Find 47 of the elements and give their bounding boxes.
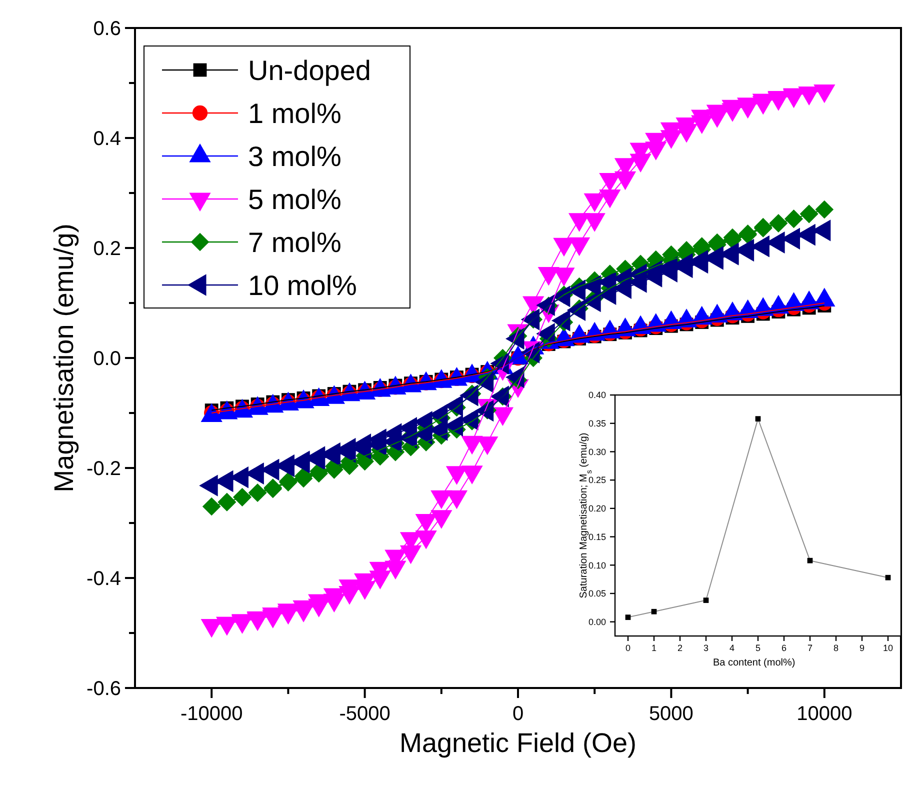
y-tick-label: 0.4 bbox=[93, 128, 121, 150]
x-tick-label: 5 bbox=[755, 642, 761, 653]
y-tick-label: 0.20 bbox=[588, 504, 606, 514]
x-tick-label: 6 bbox=[781, 642, 787, 653]
legend-label: 10 mol% bbox=[248, 270, 357, 302]
point bbox=[885, 574, 891, 580]
y-tick-label: -0.2 bbox=[86, 458, 121, 480]
y-tick-label: 0.6 bbox=[93, 18, 121, 40]
x-tick-label: 5000 bbox=[648, 703, 694, 725]
x-tick-label: 1 bbox=[651, 642, 657, 653]
y-axis-title: Magnetisation (emu/g) bbox=[49, 224, 79, 492]
x-tick-label: 0 bbox=[625, 642, 631, 653]
legend-label: 7 mol% bbox=[248, 227, 342, 258]
x-tick-label: 7 bbox=[807, 642, 813, 653]
x-tick-label: 0 bbox=[512, 703, 524, 725]
x-axis-title: Ba content (mol%) bbox=[712, 657, 796, 668]
x-tick-label: -5000 bbox=[339, 703, 390, 725]
y-tick-label: -0.4 bbox=[86, 568, 121, 590]
y-tick-label: 0.2 bbox=[93, 238, 121, 260]
y-tick-label: 0.15 bbox=[588, 532, 606, 542]
point bbox=[755, 416, 761, 422]
y-tick-label: 0.30 bbox=[588, 446, 606, 457]
point bbox=[625, 614, 631, 620]
y-tick-label: 0.40 bbox=[588, 390, 606, 400]
x-tick-label: 8 bbox=[833, 642, 839, 653]
legend-label: 3 mol% bbox=[248, 141, 342, 172]
x-tick-label: 2 bbox=[677, 642, 683, 653]
point bbox=[703, 598, 709, 603]
x-axis-title: Magnetic Field (Oe) bbox=[399, 728, 637, 758]
x-tick-label: 9 bbox=[859, 642, 865, 653]
legend-label: Un-doped bbox=[248, 55, 371, 86]
x-tick-label: 10000 bbox=[796, 703, 852, 725]
y-tick-label: 0.10 bbox=[588, 560, 606, 570]
legend-label: 1 mol% bbox=[248, 98, 342, 130]
x-tick-label: 3 bbox=[703, 642, 709, 653]
x-tick-label: 4 bbox=[729, 642, 735, 653]
legend-label: 5 mol% bbox=[248, 184, 342, 216]
point bbox=[651, 608, 657, 614]
point bbox=[807, 558, 813, 564]
x-tick-label: 10 bbox=[882, 642, 894, 653]
x-tick-label: -10000 bbox=[180, 703, 243, 725]
y-tick-label: 0.25 bbox=[588, 475, 606, 486]
y-tick-label: 0.0 bbox=[93, 348, 121, 370]
y-tick-label: -0.6 bbox=[86, 678, 121, 700]
y-tick-label: 0.00 bbox=[588, 616, 606, 627]
y-tick-label: 0.05 bbox=[588, 588, 606, 599]
y-tick-label: 0.35 bbox=[588, 418, 606, 429]
